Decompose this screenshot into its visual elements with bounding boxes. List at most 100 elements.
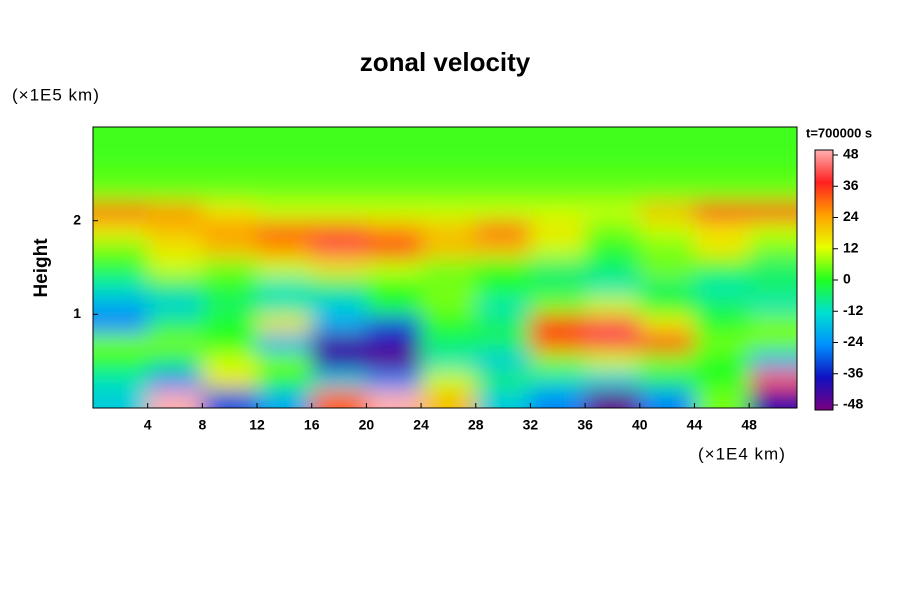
- colorbar: [814, 149, 834, 411]
- colorbar-tick-label: 12: [843, 239, 859, 255]
- heat-cell: [257, 295, 313, 315]
- heat-cell: [694, 370, 750, 390]
- heat-cell: [585, 183, 641, 203]
- heat-cell: [421, 127, 477, 147]
- heat-cell: [311, 127, 367, 147]
- heat-cell: [311, 276, 367, 297]
- heat-cell: [147, 183, 203, 203]
- heat-cell: [585, 164, 641, 184]
- field: [93, 127, 797, 408]
- heat-cell: [257, 127, 313, 147]
- heat-cell: [93, 127, 149, 147]
- colorbar-tick-label: 24: [843, 208, 859, 224]
- heat-cell: [639, 201, 695, 222]
- heat-cell: [202, 370, 258, 390]
- heat-cell: [639, 239, 695, 259]
- heat-cell: [202, 295, 258, 315]
- heat-cell: [311, 220, 367, 240]
- x-tick-label: 32: [523, 417, 539, 433]
- heat-cell: [93, 164, 149, 184]
- x-unit: (×1E4 km): [698, 444, 786, 463]
- heat-cell: [202, 351, 258, 372]
- heat-cell: [93, 258, 149, 278]
- heat-cell: [421, 333, 477, 353]
- heat-cell: [639, 370, 695, 390]
- colorbar-tick-label: -24: [843, 333, 863, 349]
- heat-cell: [366, 333, 422, 353]
- heat-cell: [749, 201, 797, 222]
- heat-cell: [421, 389, 477, 408]
- heat-cell: [585, 370, 641, 390]
- colorbar-tick-label: -12: [843, 302, 863, 318]
- heat-cell: [366, 351, 422, 372]
- heat-cell: [639, 333, 695, 353]
- heat-cell: [93, 220, 149, 240]
- heat-cell: [257, 220, 313, 240]
- heat-cell: [639, 258, 695, 278]
- heat-cell: [475, 370, 531, 390]
- heat-cell: [147, 127, 203, 147]
- heat-cell: [421, 145, 477, 165]
- heat-cell: [421, 370, 477, 390]
- heat-cell: [147, 314, 203, 334]
- heat-cell: [585, 258, 641, 278]
- heat-cell: [749, 220, 797, 240]
- heat-cell: [585, 295, 641, 315]
- heat-cell: [694, 183, 750, 203]
- heat-cell: [366, 164, 422, 184]
- heat-cell: [421, 183, 477, 203]
- plot-area: [93, 127, 797, 408]
- heat-cell: [749, 239, 797, 259]
- heat-cell: [421, 276, 477, 297]
- heat-cell: [147, 370, 203, 390]
- colorbar-tick-label: 36: [843, 177, 859, 193]
- heat-cell: [530, 351, 586, 372]
- heat-cell: [694, 258, 750, 278]
- heat-cell: [585, 201, 641, 222]
- heat-cell: [639, 276, 695, 297]
- heat-cell: [639, 314, 695, 334]
- heat-cell: [530, 201, 586, 222]
- heat-cell: [639, 183, 695, 203]
- chart-title: zonal velocity: [360, 47, 531, 77]
- x-tick-label: 12: [249, 417, 265, 433]
- heat-cell: [530, 183, 586, 203]
- x-tick-label: 36: [577, 417, 593, 433]
- y-axis-title: Height: [31, 238, 52, 298]
- heat-cell: [585, 333, 641, 353]
- heat-cell: [694, 239, 750, 259]
- heat-cell: [202, 183, 258, 203]
- heat-cell: [639, 145, 695, 165]
- heat-cell: [202, 239, 258, 259]
- heat-cell: [366, 314, 422, 334]
- heat-cell: [749, 164, 797, 184]
- heat-cell: [475, 145, 531, 165]
- heat-cell: [694, 351, 750, 372]
- heat-cell: [366, 258, 422, 278]
- heat-cell: [257, 389, 313, 408]
- heat-cell: [639, 295, 695, 315]
- heat-cell: [749, 333, 797, 353]
- heat-cell: [366, 145, 422, 165]
- heat-cell: [93, 295, 149, 315]
- heat-cell: [147, 239, 203, 259]
- heat-cell: [202, 389, 258, 408]
- heat-cell: [147, 295, 203, 315]
- heat-cell: [311, 314, 367, 334]
- heat-cell: [530, 220, 586, 240]
- x-tick-label: 28: [468, 417, 484, 433]
- heat-cell: [147, 220, 203, 240]
- heat-cell: [749, 276, 797, 297]
- heat-cell: [257, 370, 313, 390]
- heat-cell: [530, 295, 586, 315]
- heat-cell: [202, 333, 258, 353]
- heat-cell: [93, 276, 149, 297]
- heat-cell: [147, 164, 203, 184]
- x-tick-label: 4: [144, 417, 152, 433]
- heat-cell: [257, 351, 313, 372]
- heat-cell: [202, 164, 258, 184]
- y-tick-label: 2: [73, 211, 81, 227]
- heat-cell: [366, 370, 422, 390]
- heat-cell: [639, 220, 695, 240]
